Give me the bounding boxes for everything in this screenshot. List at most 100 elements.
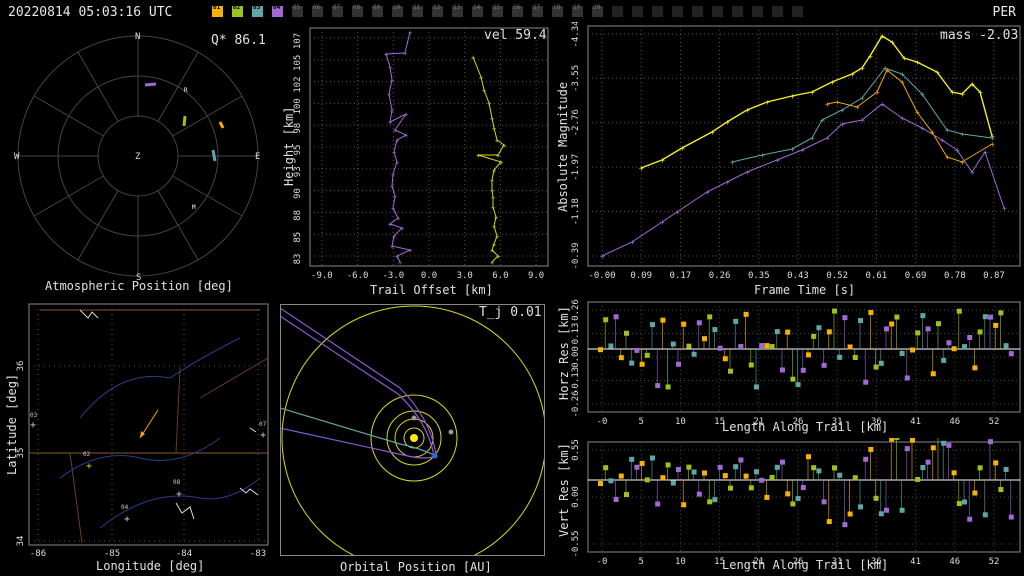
res-xtick: 46: [949, 417, 960, 427]
mag-point: +: [639, 164, 644, 173]
res-point: [696, 491, 702, 497]
height-ytick: 102: [293, 76, 303, 92]
res-point: [1003, 466, 1009, 472]
res-point: [603, 465, 609, 471]
res-point: [748, 362, 754, 368]
track-02: [182, 115, 187, 127]
res-xtick: 21: [753, 417, 764, 427]
station-slot-empty: [632, 6, 643, 17]
res-point: [930, 371, 936, 377]
mag-point: +: [990, 140, 995, 149]
height-point: +: [393, 127, 397, 135]
map-ytick: 34: [16, 536, 26, 547]
res-point: [790, 501, 796, 507]
res-point: [904, 375, 910, 381]
mag-point: +: [970, 80, 975, 89]
res-point: [691, 469, 697, 475]
res-point: [821, 499, 827, 505]
mag-point: +: [875, 88, 880, 97]
mag-point: +: [840, 106, 845, 115]
height-point: +: [391, 171, 395, 179]
res-point: [665, 384, 671, 390]
mag-point: +: [900, 78, 905, 87]
res-point: [780, 459, 785, 465]
height-point: +: [396, 215, 400, 223]
res-point: [972, 490, 978, 496]
mag-xtick: 0.09: [630, 271, 652, 281]
res-point: [686, 343, 692, 349]
height-point: +: [404, 132, 408, 140]
station-14: 14: [472, 4, 483, 17]
res-xtick: 10: [675, 557, 686, 567]
res-xtick: 41: [910, 417, 921, 427]
res-point: [988, 439, 993, 445]
station-19: 19: [572, 4, 583, 17]
camera-name: PER: [992, 5, 1016, 20]
height-point: +: [408, 29, 412, 37]
mag-point: +: [680, 144, 685, 153]
station-label: 13: [453, 4, 461, 11]
station-slot-empty: [772, 6, 783, 17]
mag-point: +: [902, 54, 907, 63]
map-xtick: -84: [176, 549, 192, 559]
res-point: [920, 465, 926, 471]
mag-xtick: 0.61: [866, 271, 888, 281]
mag-ytick: -3.55: [571, 65, 581, 92]
polar-spoke: [77, 190, 119, 261]
res-point: [925, 459, 931, 465]
res-xtick: 26: [793, 557, 804, 567]
res-point: [941, 440, 947, 446]
station-slot-empty: [752, 6, 763, 17]
height-point: +: [390, 77, 394, 85]
height-point: +: [487, 100, 491, 108]
mag-point: +: [675, 208, 680, 217]
height-point: +: [476, 152, 480, 160]
tj-label: T_j 0.01: [479, 305, 542, 320]
mag-series-04: [601, 103, 1005, 257]
res-xtick: 10: [675, 417, 686, 427]
res-point: [738, 344, 744, 350]
height-point: +: [490, 187, 494, 195]
mag-point: +: [945, 126, 950, 135]
map-ytick: 35: [16, 448, 26, 459]
station-label: 10: [393, 4, 401, 11]
res-point: [904, 446, 910, 452]
res-point: [774, 464, 780, 470]
res-point: [977, 329, 983, 335]
mass-label: mass -2.03: [940, 28, 1019, 43]
vert-xlabel: Length Along Trail [km]: [722, 558, 889, 572]
res-point: [785, 491, 791, 497]
map-station-label: 08: [173, 479, 181, 486]
res-point: [868, 446, 874, 452]
mag-ytick: -4.34: [571, 22, 581, 48]
height-point: +: [495, 137, 499, 145]
res-point: [676, 361, 681, 367]
station-04: 04: [272, 4, 283, 17]
height-ytick: 83: [293, 254, 303, 265]
height-ytick: 100: [293, 98, 303, 114]
res-xtick: 52: [989, 557, 1000, 567]
map-station-marker: +: [86, 461, 92, 472]
mag-point: +: [760, 151, 765, 160]
res-point: [608, 343, 614, 349]
res-point: [982, 512, 988, 518]
polar-spoke: [77, 51, 119, 122]
horz-xlabel: Length Along Trail [km]: [722, 420, 889, 434]
height-point: +: [490, 115, 494, 123]
mag-point: +: [1002, 204, 1007, 213]
res-point: [733, 464, 739, 470]
height-point: +: [403, 50, 407, 58]
mag-point: +: [790, 145, 795, 154]
station-label: 19: [573, 4, 581, 11]
res-point: [1008, 514, 1014, 520]
res-point: [993, 322, 999, 328]
compass-s: S: [136, 273, 141, 283]
map-station-label: 04: [121, 504, 129, 511]
res-point: [800, 485, 806, 491]
res-xtick: 31: [832, 417, 843, 427]
mag-ytick: -1.97: [571, 154, 581, 181]
marker-m: M: [192, 204, 196, 211]
vert-ylabel: Vert Res [km]: [557, 443, 571, 537]
station-label: 08: [353, 4, 361, 11]
